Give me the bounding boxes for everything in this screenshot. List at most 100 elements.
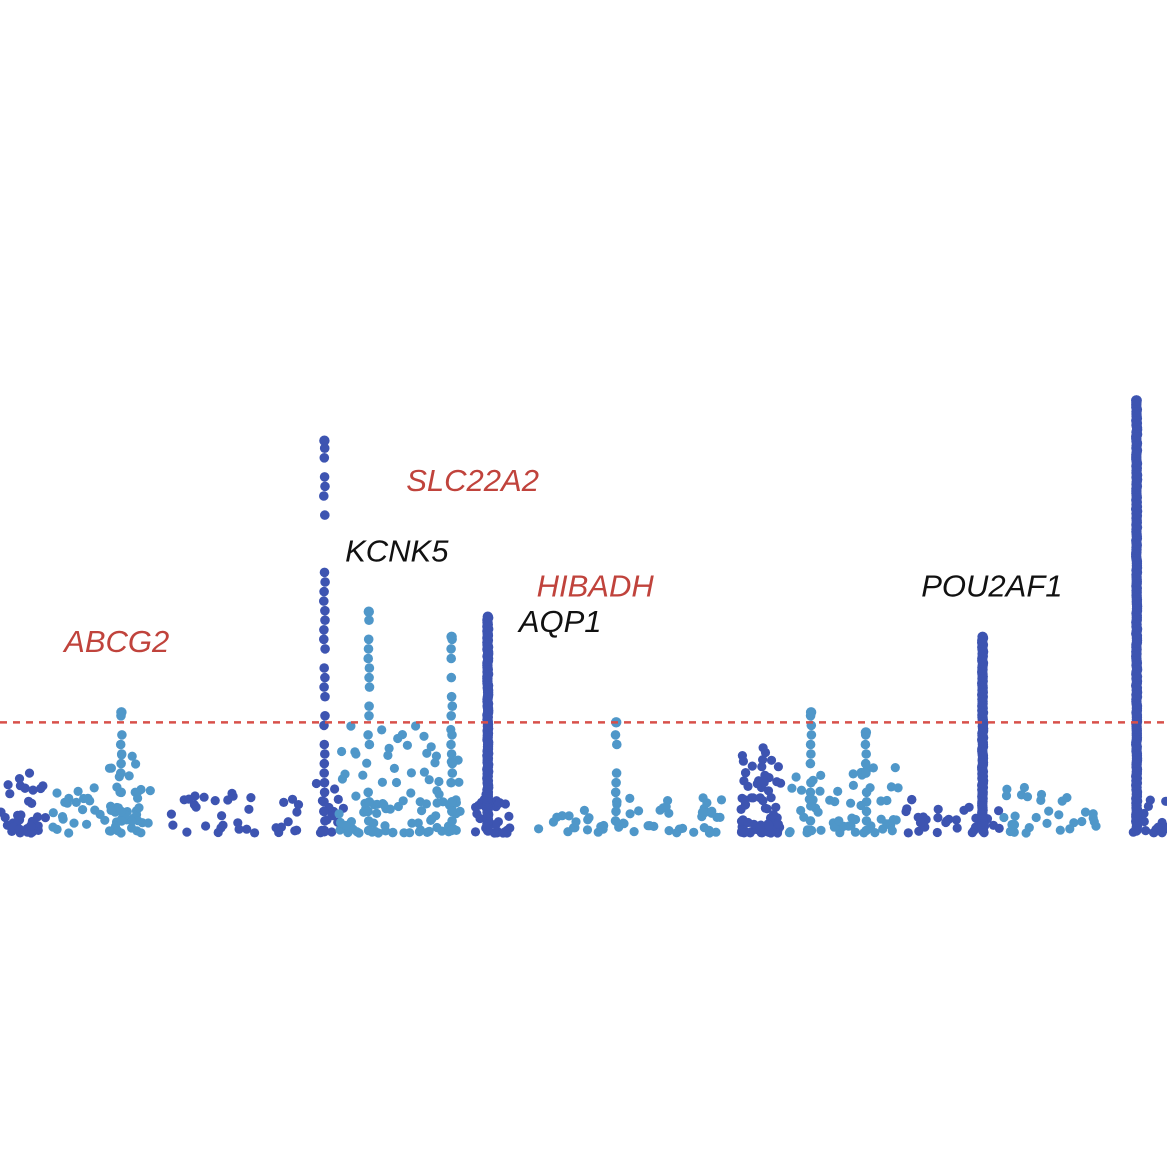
snp-point-988 [447,758,458,769]
snp-point-67 [127,823,137,833]
snp-point-432 [787,783,797,793]
snp-point-563 [319,663,330,673]
snp-point-214 [432,798,442,808]
snp-point-502 [1031,812,1041,823]
snp-point-50 [78,805,88,815]
snp-point-117 [213,827,223,838]
snp-point-497 [994,823,1004,834]
gene-label-kcnk5: KCNK5 [345,533,449,568]
snp-point-172 [411,721,421,731]
snp-point-108 [250,828,260,838]
snp-point-386 [766,755,777,765]
snp-point-119 [166,809,176,819]
snp-point-469 [902,804,912,814]
snp-point-511 [1001,791,1012,801]
snp-point-567 [320,615,330,625]
snp-point-999 [446,631,457,642]
snp-point-559 [320,711,330,721]
snp-point-121 [228,791,238,801]
snp-point-489 [994,806,1004,816]
snp-point-1013 [806,777,816,788]
snp-point-215 [383,750,393,761]
snp-point-955 [116,816,127,826]
snp-point-310 [715,812,725,823]
snp-point-450 [890,763,900,773]
snp-point-1022 [861,816,872,826]
snp-point-234 [419,731,429,741]
snp-point-390 [755,822,765,833]
snp-point-74 [124,771,134,781]
snp-point-1017 [806,730,817,740]
snp-point-34 [32,812,43,822]
snp-point-475 [907,794,917,805]
snp-point-488 [941,817,951,828]
snp-point-244 [334,809,344,819]
snp-point-458 [846,798,856,808]
snp-point-133 [283,817,293,827]
snp-point-574 [319,491,329,501]
snp-point-218 [434,789,444,799]
snp-point-109 [201,821,211,831]
snp-point-983 [447,816,457,826]
snp-point-400 [773,819,784,829]
snp-point-236 [424,826,434,836]
snp-point-197 [343,828,353,838]
snp-point-37 [0,807,6,817]
snp-point-509 [1021,828,1031,838]
snp-point-135 [287,794,298,804]
snp-point-967 [363,806,373,817]
snp-point-238 [388,828,398,838]
snp-point-43 [48,808,58,818]
snp-point-233 [424,775,434,785]
snp-point-296 [716,795,727,805]
snp-point-271 [491,820,501,830]
snp-point-1005 [611,768,622,778]
snp-point-31 [26,828,36,838]
snp-point-1025 [861,787,872,798]
snp-point-190 [358,770,368,780]
snp-point-55 [60,797,70,808]
snp-point-461 [834,816,844,826]
snp-point-972 [364,711,374,721]
snp-point-473 [915,818,926,828]
snp-point-195 [372,808,382,819]
snp-point-524 [1042,818,1052,829]
snp-point-996 [446,653,457,664]
snp-point-515 [1088,809,1098,819]
snp-point-980 [364,615,374,625]
snp-point-402 [816,770,826,781]
snp-point-443 [813,807,823,817]
snp-point-550 [319,806,329,817]
snp-point-569 [319,596,329,606]
snp-point-158 [346,721,356,731]
snp-point-498 [1019,782,1029,793]
snp-point-538 [1161,796,1167,806]
snp-point-203 [377,725,387,735]
snp-point-85 [143,818,153,828]
snp-point-570 [319,586,329,597]
snp-point-491 [959,805,969,815]
snp-point-294 [564,811,574,821]
snp-point-209 [402,740,412,750]
snp-point-1 [24,768,35,778]
snp-point-1021 [861,825,871,836]
snp-point-463 [933,804,943,814]
snp-point-549 [320,816,330,826]
snp-point-177 [384,743,394,754]
snp-point-127 [292,807,302,817]
snp-point-331 [634,806,644,816]
snp-point-237 [407,818,417,828]
snp-point-1009 [806,825,817,836]
snp-point-193 [362,758,372,768]
snp-point-393 [739,795,750,805]
snp-point-126 [279,797,289,808]
snp-point-282 [664,826,674,836]
snp-point-534 [1141,826,1151,836]
snp-point-36 [24,796,34,806]
gene-label-pou2af1: POU2AF1 [921,569,1062,604]
snp-point-992 [446,711,457,721]
snp-point-527 [1005,826,1015,837]
snp-point-145 [311,778,321,789]
snp-point-206 [393,801,403,812]
snp-point-316 [583,815,593,825]
